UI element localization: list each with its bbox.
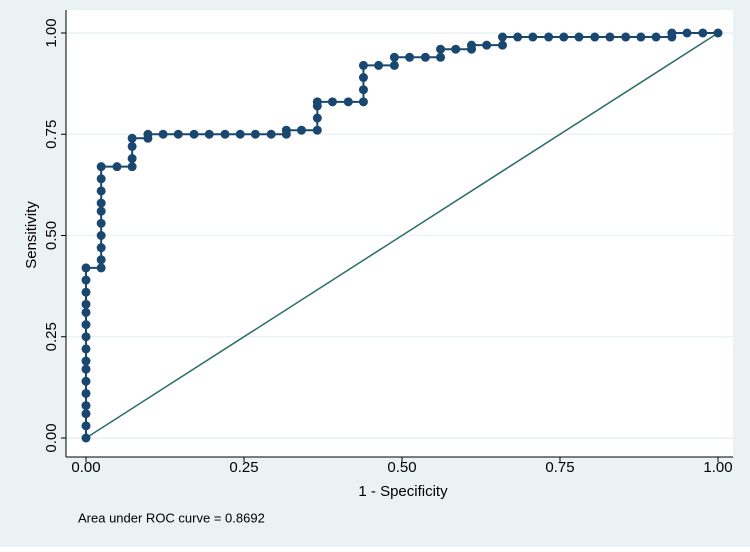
- point: [189, 129, 199, 139]
- point: [127, 154, 137, 164]
- point: [96, 255, 106, 265]
- point: [235, 129, 245, 139]
- y-tick-label: 0.50: [43, 221, 60, 250]
- point: [312, 97, 322, 107]
- point: [81, 356, 91, 366]
- point: [358, 73, 368, 83]
- point: [682, 28, 692, 38]
- point: [81, 376, 91, 386]
- y-axis-title: Sensitivity: [23, 201, 40, 269]
- point: [436, 52, 446, 62]
- point: [405, 52, 415, 62]
- point: [636, 32, 646, 42]
- point: [127, 162, 137, 172]
- point: [374, 60, 384, 70]
- point: [96, 206, 106, 216]
- point: [81, 388, 91, 398]
- point: [698, 28, 708, 38]
- point: [621, 32, 631, 42]
- point: [250, 129, 260, 139]
- point: [451, 44, 461, 54]
- point: [358, 60, 368, 70]
- point: [81, 307, 91, 317]
- point: [112, 162, 122, 172]
- point: [358, 97, 368, 107]
- point: [266, 129, 276, 139]
- point: [96, 198, 106, 208]
- point: [297, 125, 307, 135]
- point: [96, 218, 106, 228]
- point: [667, 28, 677, 38]
- point: [544, 32, 554, 42]
- point: [574, 32, 584, 42]
- point: [389, 52, 399, 62]
- point: [127, 133, 137, 143]
- point: [96, 243, 106, 253]
- point: [420, 52, 430, 62]
- point: [482, 40, 492, 50]
- point: [81, 275, 91, 285]
- point: [81, 287, 91, 297]
- y-tick-label: 0.75: [43, 120, 60, 149]
- series-line: [85, 32, 719, 439]
- point: [81, 263, 91, 273]
- point: [358, 85, 368, 95]
- point: [590, 32, 600, 42]
- point: [713, 28, 723, 38]
- point: [528, 32, 538, 42]
- point: [81, 364, 91, 374]
- point: [81, 344, 91, 354]
- point: [158, 129, 168, 139]
- point: [96, 231, 106, 240]
- point: [81, 401, 91, 411]
- plot-area: [66, 10, 733, 457]
- x-tick-label: 0.50: [387, 459, 416, 476]
- point: [173, 129, 183, 139]
- point: [497, 32, 507, 42]
- point: [312, 113, 322, 123]
- point: [436, 44, 446, 54]
- point: [81, 320, 91, 330]
- point: [96, 186, 106, 196]
- point: [81, 299, 91, 309]
- point: [312, 125, 322, 135]
- y-tick-label: 1.00: [43, 18, 60, 47]
- point: [467, 40, 477, 50]
- point: [497, 40, 507, 50]
- x-tick-label: 0.00: [71, 459, 100, 476]
- point: [559, 32, 569, 42]
- point: [513, 32, 523, 42]
- y-tick-label: 0.25: [43, 322, 60, 351]
- point: [281, 125, 291, 135]
- series-line: [85, 32, 718, 438]
- point: [204, 129, 214, 139]
- x-axis-title: 1 - Specificity: [358, 483, 448, 500]
- point: [81, 433, 91, 443]
- point: [143, 129, 153, 139]
- x-tick-label: 1.00: [703, 459, 732, 476]
- point: [81, 421, 91, 431]
- point: [389, 60, 399, 70]
- y-tick-label: 0.00: [43, 423, 60, 452]
- point: [127, 141, 137, 151]
- point: [327, 97, 337, 107]
- x-tick-label: 0.75: [545, 459, 574, 476]
- point: [343, 97, 353, 107]
- point: [96, 263, 106, 273]
- point: [605, 32, 615, 42]
- point: [651, 32, 661, 42]
- x-tick-label: 0.25: [229, 459, 258, 476]
- point: [81, 332, 91, 342]
- annotation: Area under ROC curve = 0.8692: [78, 510, 265, 525]
- point: [81, 409, 91, 419]
- point: [96, 174, 106, 184]
- point: [96, 162, 106, 172]
- point: [220, 129, 230, 139]
